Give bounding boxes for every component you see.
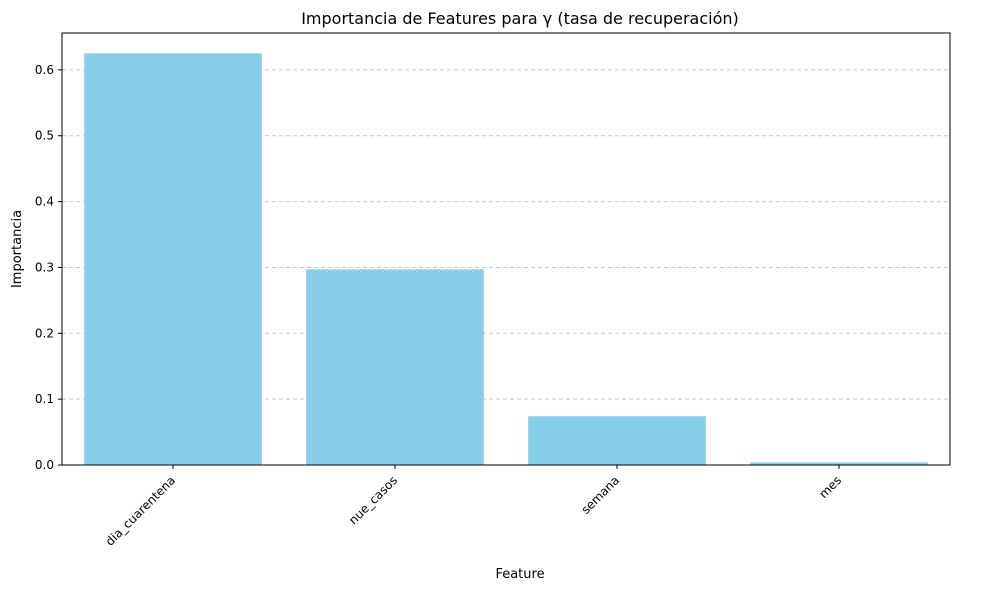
y-axis-label: Importancia: [10, 210, 25, 288]
plot-frame: [61, 32, 951, 466]
bar: [306, 269, 484, 465]
bar: [528, 416, 706, 465]
x-axis-label: Feature: [495, 567, 544, 582]
axes: [61, 32, 951, 466]
y-axis-ticks: 0.0 0.1 0.2 0.3 0.4 0.5 0.6: [35, 63, 62, 472]
bars: [84, 53, 928, 465]
y-tick-label: 0.6: [35, 63, 54, 77]
y-tick-label: 0.5: [35, 129, 54, 143]
y-tick-label: 0.3: [35, 260, 54, 274]
y-tick-label: 0.1: [35, 392, 54, 406]
y-tick-label: 0.0: [35, 458, 54, 472]
y-tick-label: 0.4: [35, 195, 54, 209]
chart-title: Importancia de Features para γ (tasa de …: [301, 9, 739, 28]
bar: [84, 53, 262, 465]
y-tick-label: 0.2: [35, 326, 54, 340]
bar: [750, 462, 928, 465]
